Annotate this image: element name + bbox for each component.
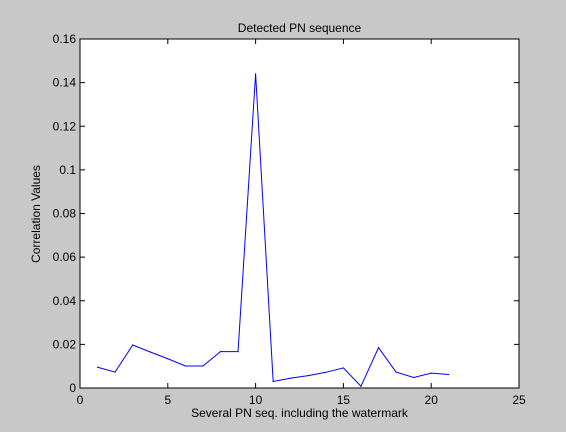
- y-tick-label: 0.08: [53, 207, 77, 221]
- y-tick-label: 0.16: [53, 32, 77, 46]
- data-point: [237, 350, 239, 353]
- y-axis-label: Correlation Values: [29, 165, 43, 263]
- x-tick-label: 5: [164, 393, 171, 407]
- axis-tick-labels: 0 5 10 15 20 25 0 0.02 0.04 0.06 0.08 0.1 0.12 0.14 0.…: [53, 32, 526, 407]
- data-point: [255, 73, 257, 75]
- data-point: [395, 371, 397, 373]
- y-tick-label: 0.1: [59, 163, 76, 177]
- data-point: [325, 371, 327, 373]
- y-tick-label: 0.06: [53, 250, 77, 264]
- data-point: [96, 366, 99, 368]
- data-point: [149, 351, 151, 353]
- x-tick-label: 0: [77, 393, 84, 407]
- y-tick-label: 0.02: [53, 337, 77, 351]
- series-points: [96, 73, 450, 387]
- data-point: [219, 350, 222, 353]
- x-axis-label: Several PN seq. including the watermark: [191, 406, 409, 420]
- data-point: [307, 374, 309, 377]
- plot-area: [79, 38, 520, 389]
- data-point: [342, 367, 344, 369]
- x-tick-label: 15: [337, 393, 351, 407]
- y-tick-label: 0.04: [53, 294, 77, 308]
- y-tick-label: 0: [69, 381, 76, 395]
- x-tick-label: 20: [425, 393, 439, 407]
- data-point: [184, 365, 186, 367]
- data-point: [377, 347, 380, 349]
- y-tick-label: 0.12: [53, 119, 77, 133]
- chart-title: Detected PN sequence: [238, 21, 362, 35]
- data-point: [167, 358, 169, 360]
- data-point: [413, 376, 415, 379]
- axis-ticks: [79, 38, 520, 389]
- data-point: [290, 377, 292, 379]
- x-tick-label: 25: [512, 393, 526, 407]
- data-point: [132, 344, 134, 346]
- data-point: [272, 380, 274, 383]
- x-tick-label: 10: [249, 393, 263, 407]
- data-point: [202, 365, 204, 367]
- data-point: [360, 385, 362, 387]
- data-point: [114, 371, 116, 373]
- data-point: [430, 372, 432, 374]
- y-tick-label: 0.14: [53, 76, 77, 90]
- data-point: [448, 373, 450, 376]
